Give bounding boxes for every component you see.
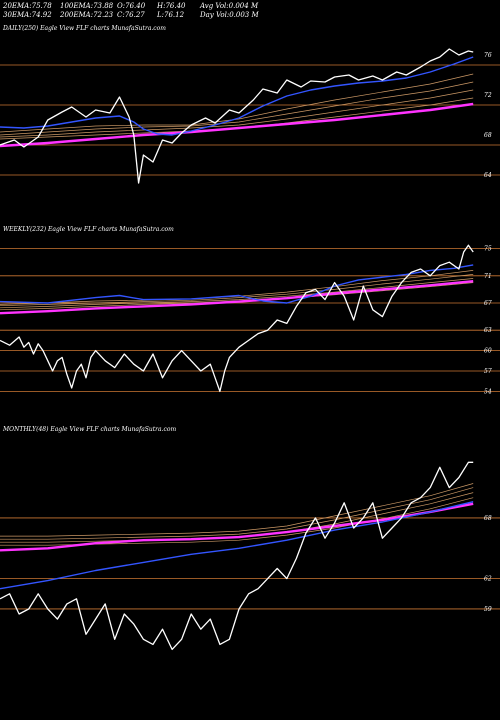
day-vol-label: Day Vol:	[200, 11, 230, 19]
avg-vol-label: Avg Vol:	[200, 2, 229, 10]
weekly-price-series-0	[0, 244, 474, 393]
ema30-label: 30EMA:	[3, 11, 32, 19]
header-ema100: 100EMA:73.88	[60, 2, 113, 10]
weekly-y-tick-label-0: 75	[484, 246, 492, 253]
header-ema200: 200EMA:72.23	[60, 11, 113, 19]
day-vol-value: 0.003	[229, 11, 250, 19]
weekly-y-tick-label-4: 60	[484, 348, 492, 355]
ema100-label: 100EMA:	[60, 2, 94, 10]
weekly-y-tick-label-2: 67	[484, 300, 492, 307]
daily-y-tick-label-0: 76	[484, 52, 492, 59]
header-low: L:76.12	[157, 11, 184, 19]
daily-y-tick-label-1: 72	[484, 92, 492, 99]
ema20-value: 75.78	[31, 2, 52, 10]
daily-price-series-0	[0, 48, 474, 184]
close-value: 76.27	[124, 11, 145, 19]
monthly-y-tick-label-2: 59	[484, 606, 492, 613]
monthly-price-series-0	[0, 461, 474, 651]
close-label: C:	[117, 11, 125, 19]
weekly-ema-long-series-2	[0, 280, 474, 315]
daily-y-tick-label-3: 64	[484, 172, 492, 179]
weekly-ema-band-series-4	[0, 274, 474, 307]
header-close: C:76.27	[117, 11, 145, 19]
ema200-value: 72.23	[93, 11, 114, 19]
daily-ema-band-series-4	[0, 81, 474, 136]
ema20-label: 20EMA:	[3, 2, 32, 10]
monthly-ema-long-series-2	[0, 502, 474, 552]
daily-ema-short-series-1	[0, 56, 474, 136]
weekly-ema-band-series-5	[0, 278, 474, 309]
monthly-y-tick-label-0: 68	[484, 515, 492, 522]
weekly-y-tick-label-3: 63	[484, 327, 492, 334]
header-row-1: 20EMA:75.78	[3, 2, 52, 10]
low-label: L:	[157, 11, 165, 19]
open-label: O:	[117, 2, 126, 10]
header-avg-vol: Avg Vol:0.004 M	[200, 2, 258, 10]
open-value: 76.40	[125, 2, 146, 10]
ema30-value: 74.92	[31, 11, 52, 19]
ema200-label: 200EMA:	[60, 11, 94, 19]
daily-ema-long-series-2	[0, 102, 474, 148]
monthly-ema-band-series-3	[0, 483, 474, 537]
weekly-panel-title: WEEKLY(232) Eagle View FLF charts Munafa…	[3, 226, 174, 233]
weekly-ema-short-series-1	[0, 264, 474, 304]
monthly-panel-title: MONTHLY(48) Eagle View FLF charts Munafa…	[3, 426, 177, 433]
header-open: O:76.40	[117, 2, 145, 10]
weekly-y-tick-label-5: 57	[484, 368, 492, 375]
daily-panel-title: DAILY(250) Eagle View FLF charts MunafaS…	[3, 25, 166, 32]
header-high: H:76.40	[157, 2, 186, 10]
avg-vol-unit: M	[250, 2, 259, 10]
header-ema30: 30EMA:74.92	[3, 11, 52, 19]
daily-ema-band-series-3	[0, 73, 474, 133]
header-day-vol: Day Vol:0.003 M	[200, 11, 259, 19]
avg-vol-value: 0.004	[228, 2, 249, 10]
monthly-ema-short-series-1	[0, 501, 474, 590]
weekly-y-tick-label-6: 54	[484, 388, 492, 395]
monthly-ema-band-series-4	[0, 487, 474, 540]
low-value: 76.12	[164, 11, 185, 19]
daily-ema-band-series-5	[0, 89, 474, 138]
daily-y-tick-label-2: 68	[484, 132, 492, 139]
monthly-y-tick-label-1: 62	[484, 576, 492, 583]
day-vol-unit: M	[251, 11, 259, 19]
high-label: H:	[157, 2, 166, 10]
high-value: 76.40	[165, 2, 186, 10]
weekly-y-tick-label-1: 71	[484, 273, 492, 280]
ema100-value: 73.88	[93, 2, 114, 10]
